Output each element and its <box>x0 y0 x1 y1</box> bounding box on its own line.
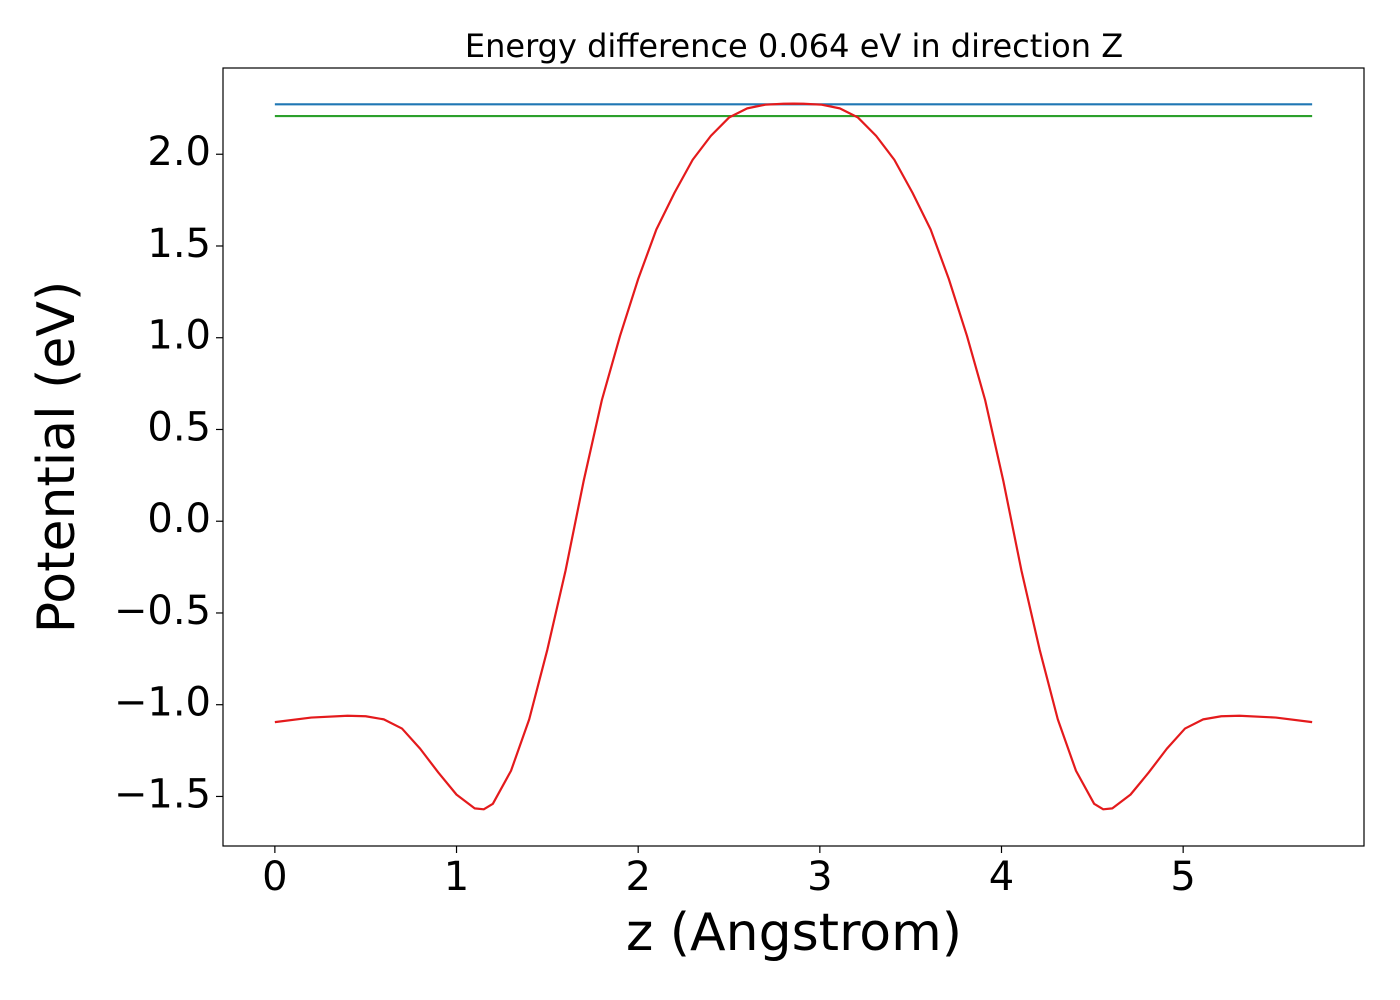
y-tick-label: 0.5 <box>147 404 211 450</box>
y-tick-label: −1.0 <box>114 680 211 726</box>
y-tick-label: 0.0 <box>147 496 211 542</box>
x-tick-label: 3 <box>807 854 832 900</box>
y-tick-label: 2.0 <box>147 129 211 175</box>
y-axis-label: Potential (eV) <box>27 281 87 633</box>
y-tick-label: 1.5 <box>147 221 211 267</box>
x-axis-label: z (Angstrom) <box>626 903 962 963</box>
plot-area <box>274 102 1313 811</box>
x-tick-label: 1 <box>444 854 469 900</box>
x-tick-label: 0 <box>262 854 287 900</box>
chart-title: Energy difference 0.064 eV in direction … <box>465 27 1123 65</box>
data-line <box>274 102 1313 811</box>
x-tick-label: 4 <box>989 854 1014 900</box>
y-tick-label: −0.5 <box>114 588 211 634</box>
y-tick-label: 1.0 <box>147 313 211 359</box>
x-tick-label: 2 <box>625 854 650 900</box>
y-tick-label: −1.5 <box>114 771 211 817</box>
axes-frame <box>222 67 1365 847</box>
x-tick-label: 5 <box>1170 854 1195 900</box>
